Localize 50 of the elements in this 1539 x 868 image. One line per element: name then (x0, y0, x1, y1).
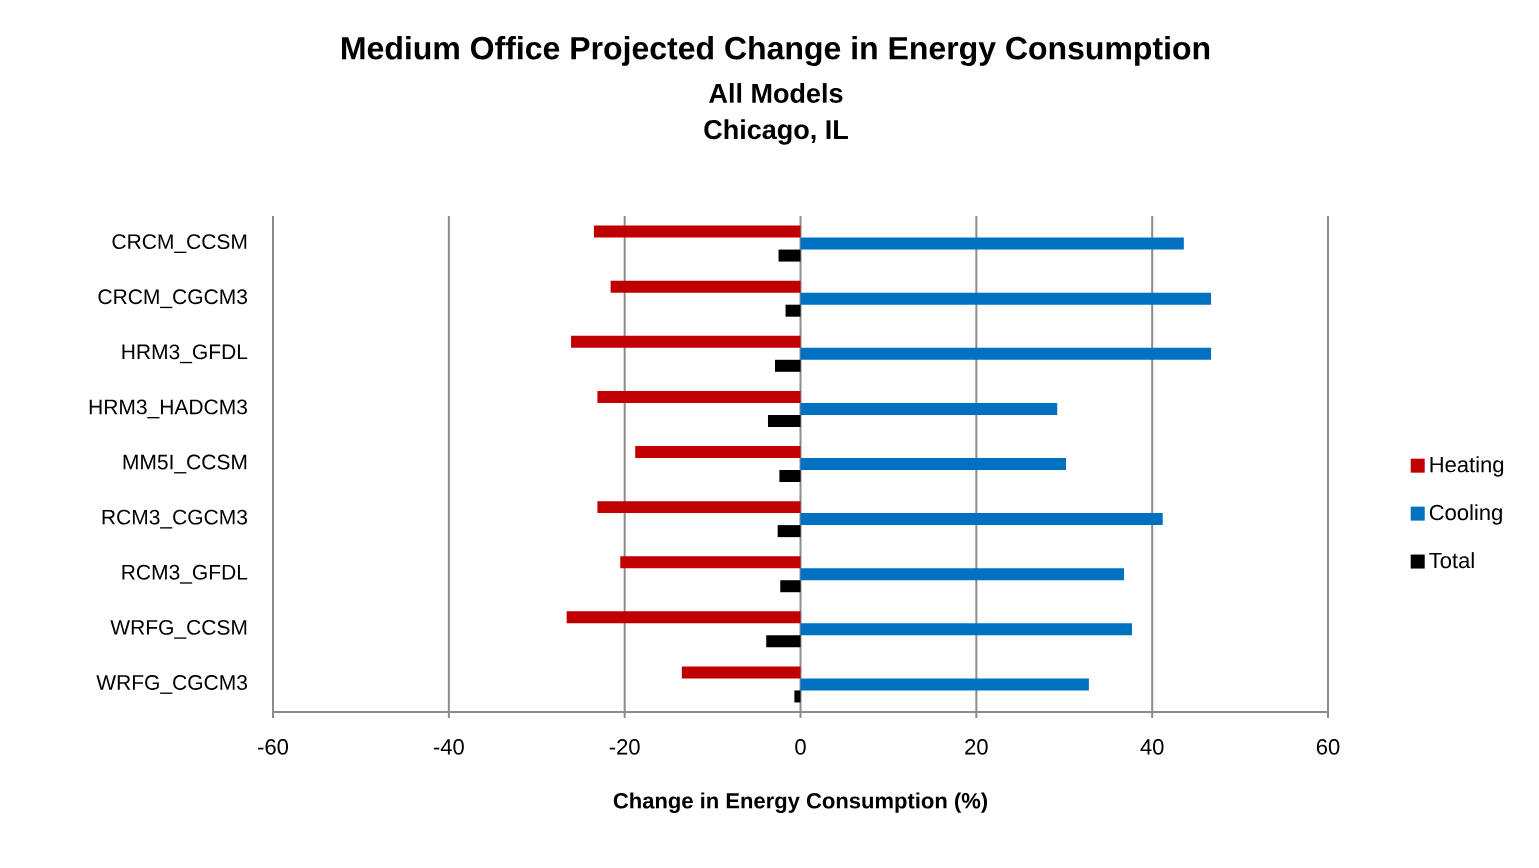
bar (800, 402, 1058, 415)
x-axis-title: Change in Energy Consumption (%) (613, 792, 988, 813)
bar (620, 556, 801, 569)
x-tick-label: 40 (1140, 739, 1164, 755)
bar (800, 678, 1089, 691)
chart-subtitle: All Models (709, 83, 843, 103)
bar (681, 666, 801, 679)
bar (778, 249, 801, 262)
bar (566, 611, 801, 624)
bar (779, 470, 801, 483)
bar (800, 623, 1132, 636)
bar (593, 225, 801, 238)
y-tick-label: HRM3_HADCM3 (89, 399, 247, 419)
bar (775, 359, 801, 372)
bar (635, 446, 801, 459)
bar (800, 513, 1163, 526)
y-tick-label: RCM3_CGCM3 (102, 509, 247, 529)
bar (800, 347, 1212, 360)
y-tick-label: MM5I_CCSM (123, 454, 247, 474)
x-tick-label: -40 (433, 739, 464, 755)
bar (597, 390, 801, 403)
y-tick-label: RCM3_GFDL (122, 564, 248, 584)
chart-title: Medium Office Projected Change in Energy Consumption (342, 36, 1210, 66)
bar (767, 414, 801, 427)
bar (785, 304, 801, 317)
y-tick-label: WRFG_CGCM3 (96, 675, 248, 694)
x-tick-label: -60 (258, 739, 289, 755)
bar (800, 237, 1184, 250)
bar (610, 280, 801, 293)
bar (780, 580, 801, 593)
bar (800, 568, 1125, 581)
bar (777, 525, 801, 538)
y-tick-label: CRCM_CGCM3 (98, 289, 247, 309)
y-tick-label: HRM3_GFDL (122, 344, 248, 364)
x-tick-label: -20 (609, 739, 640, 755)
bar (597, 501, 801, 514)
legend-label: Total (1429, 552, 1474, 569)
text: Chicago, IL (704, 119, 848, 145)
bar (766, 635, 801, 648)
x-tick-label: 60 (1316, 739, 1340, 755)
bar (800, 292, 1212, 305)
bar (794, 690, 801, 703)
bar (800, 458, 1067, 471)
x-tick-label: 20 (965, 739, 988, 755)
bar (571, 335, 801, 348)
x-tick-label: 0 (795, 739, 806, 755)
legend-label: Cooling (1429, 504, 1502, 525)
y-tick-label: WRFG_CCSM (110, 619, 247, 639)
y-tick-label: CRCM_CCSM (112, 234, 247, 253)
legend-label: Heating (1430, 456, 1504, 477)
